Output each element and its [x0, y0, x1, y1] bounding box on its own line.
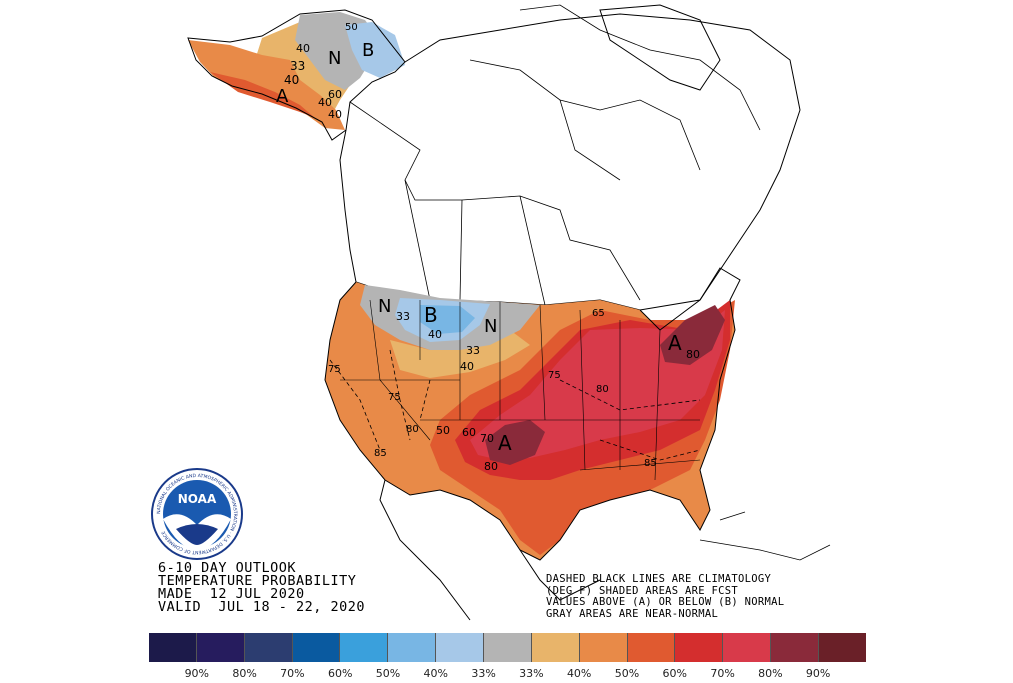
noaa-logo-text: NOAA — [178, 492, 217, 506]
legend-swatch — [292, 633, 341, 662]
conus-label-65-north: 65 — [592, 308, 605, 319]
legend-swatch — [196, 633, 245, 662]
greenland — [599, 4, 721, 91]
legend-label: 40% — [566, 667, 592, 680]
conus-label-80-west: 80 — [406, 424, 419, 435]
conus-below-40 — [420, 305, 475, 334]
mexico-region — [379, 479, 831, 621]
legend-swatch — [149, 633, 197, 662]
conus-label-b: B — [424, 303, 438, 327]
alaska-above-50 — [210, 72, 315, 118]
alaska-label-b: B — [362, 40, 374, 61]
conus-label-85-west: 85 — [374, 448, 387, 459]
conus-above-80 — [485, 420, 545, 465]
legend-swatch — [579, 633, 628, 662]
legend-swatch — [723, 633, 772, 662]
probability-legend — [149, 633, 866, 662]
conus-label-a-northeast: A — [668, 331, 682, 355]
conus-label-33-east: 33 — [466, 344, 480, 357]
product-line-3: MADE 12 JUL 2020 — [158, 586, 305, 602]
conus-label-70: 70 — [480, 432, 494, 445]
alaska-label-a: A — [276, 86, 289, 107]
legend-swatch — [771, 633, 820, 662]
conus-label-75-central: 75 — [548, 370, 561, 381]
alaska-label-33: 33 — [290, 59, 305, 73]
notes-line-3: VALUES ABOVE (A) OR BELOW (B) NORMAL — [546, 596, 785, 608]
legend-swatch — [531, 633, 580, 662]
legend-label: 33% — [519, 667, 544, 680]
legend-label: 60% — [327, 667, 353, 680]
alaska-above-40 — [188, 40, 345, 130]
notes-block: DASHED BLACK LINES ARE CLIMATOLOGY (DEG F… — [546, 573, 785, 620]
alaska-label-40c: 40 — [328, 108, 342, 121]
notes-line-1: DASHED BLACK LINES ARE CLIMATOLOGY — [546, 573, 772, 585]
conus-label-n-east: N — [484, 316, 497, 337]
alaska-label-n: N — [328, 48, 341, 69]
alaska-label-40b: 40 — [318, 96, 332, 109]
alaska-label-60: 60 — [328, 88, 342, 101]
climatology-lines — [329, 349, 701, 461]
alaska-label-40d: 40 — [296, 42, 310, 55]
map-labels: 33 40 A N B 60 40 40 50 40 N 33 B 40 N 3… — [276, 22, 700, 473]
product-title-block: 6-10 DAY OUTLOOK TEMPERATURE PROBABILITY M… — [158, 560, 366, 615]
alaska-label-50: 50 — [345, 22, 358, 33]
legend-label: 70% — [280, 667, 305, 680]
conus-label-40-north: 40 — [428, 328, 442, 341]
conus-label-75-mid: 75 — [388, 392, 401, 403]
probability-legend-labels: 90% 80% 70% 60% 50% 40% 33% 33% 40% 50% 60% 70% 80% 9… — [149, 667, 866, 680]
notes-line-4: GRAY AREAS ARE NEAR-NORMAL — [546, 607, 719, 620]
notes-line-2: (DEG F) SHADED AREAS ARE FCST — [546, 584, 739, 597]
legend-label: 90% — [184, 667, 210, 680]
conus-label-75-west: 75 — [328, 364, 341, 375]
product-line-4: VALID JUL 18 - 22, 2020 — [158, 599, 366, 615]
product-line-1: 6-10 DAY OUTLOOK — [158, 560, 297, 576]
legend-label: 40% — [423, 667, 448, 680]
legend-swatch — [627, 633, 676, 662]
legend-label: 80% — [758, 667, 783, 680]
legend-swatch — [675, 633, 724, 662]
legend-swatch — [244, 633, 293, 662]
product-line-2: TEMPERATURE PROBABILITY — [158, 573, 357, 589]
conus-label-80-central: 80 — [596, 384, 609, 395]
legend-label: 90% — [805, 667, 831, 680]
alaska-label-40: 40 — [284, 73, 299, 87]
legend-swatch — [819, 633, 866, 662]
conus-label-80-south: 80 — [484, 460, 498, 473]
legend-swatch — [436, 633, 485, 662]
legend-label: 50% — [614, 667, 640, 680]
conus-label-40-east: 40 — [460, 360, 474, 373]
conus-region — [324, 267, 741, 561]
noaa-logo: NOAA NATIONAL OCEANIC AND ATMOSPHERIC AD… — [151, 468, 243, 560]
conus-label-80-northeast: 80 — [686, 348, 700, 361]
legend-swatch — [340, 633, 389, 662]
conus-above-80-northeast — [660, 305, 725, 365]
legend-label: 60% — [662, 667, 687, 680]
canada-region — [339, 4, 801, 311]
state-lines — [340, 299, 701, 481]
conus-label-n-west: N — [378, 296, 391, 317]
legend-label: 33% — [471, 667, 496, 680]
legend-swatch — [388, 633, 437, 662]
legend-swatch — [484, 633, 532, 662]
conus-label-a-south: A — [498, 431, 512, 455]
conus-label-50: 50 — [436, 424, 450, 437]
legend-label: 50% — [375, 667, 401, 680]
legend-label: 80% — [232, 667, 257, 680]
conus-label-85-southeast: 85 — [644, 458, 657, 469]
alaska-region — [187, 9, 406, 141]
conus-label-60: 60 — [462, 426, 476, 439]
conus-label-33-west: 33 — [396, 310, 410, 323]
conus-outline — [324, 267, 741, 561]
alaska-below-33 — [345, 22, 405, 78]
legend-label: 70% — [710, 667, 735, 680]
